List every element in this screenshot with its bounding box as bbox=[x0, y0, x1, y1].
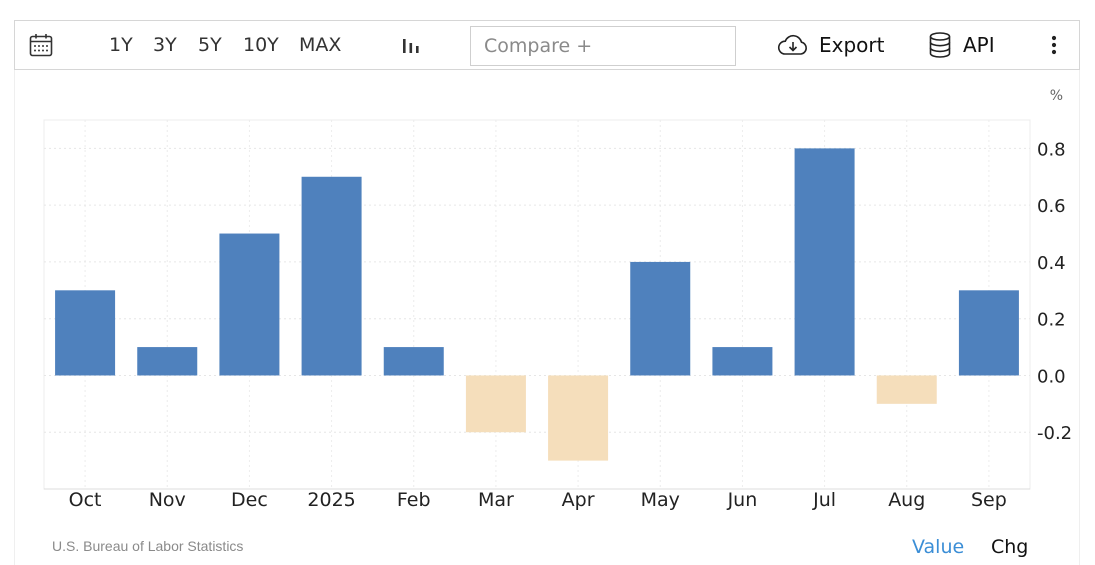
vertical-dots-icon[interactable] bbox=[1051, 21, 1057, 69]
chg-toggle[interactable]: Chg bbox=[991, 536, 1029, 558]
range-3y-button[interactable]: 3Y bbox=[153, 34, 177, 56]
value-toggle[interactable]: Value bbox=[912, 536, 965, 558]
chart-toolbar: 1Y 3Y 5Y 10Y MAX Compare + Export bbox=[14, 20, 1080, 70]
range-5y-button[interactable]: 5Y bbox=[198, 34, 222, 56]
compare-input[interactable]: Compare + bbox=[470, 26, 736, 66]
export-label: Export bbox=[819, 33, 885, 57]
api-button[interactable]: API bbox=[929, 21, 995, 69]
database-icon bbox=[929, 32, 951, 58]
range-max-button[interactable]: MAX bbox=[299, 34, 342, 56]
bar-chart-icon[interactable] bbox=[401, 21, 421, 69]
data-source: U.S. Bureau of Labor Statistics bbox=[52, 538, 244, 554]
calendar-icon[interactable] bbox=[29, 21, 53, 69]
range-1y-button[interactable]: 1Y bbox=[109, 34, 133, 56]
export-button[interactable]: Export bbox=[777, 21, 884, 69]
cloud-download-icon bbox=[777, 34, 809, 56]
range-10y-button[interactable]: 10Y bbox=[243, 34, 279, 56]
chart-area bbox=[14, 70, 1080, 565]
api-label: API bbox=[963, 33, 995, 57]
